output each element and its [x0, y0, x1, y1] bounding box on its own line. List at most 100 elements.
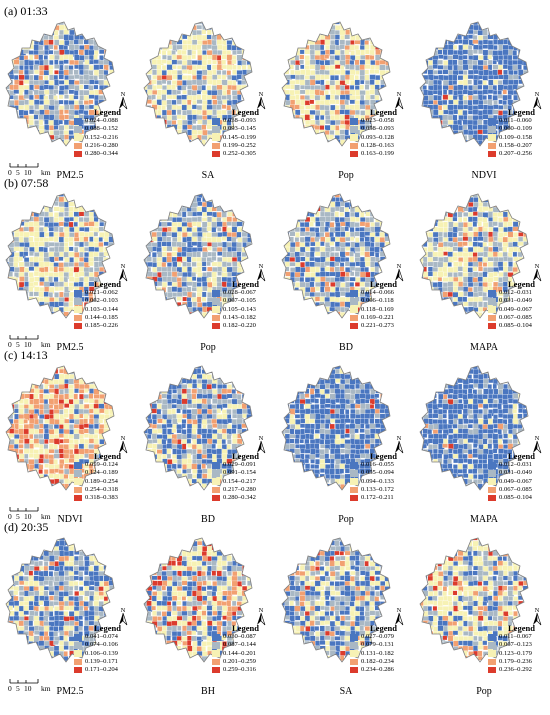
map-cell: [432, 22, 439, 27]
variable-label: Pop: [338, 170, 354, 181]
map-cell: [156, 311, 164, 318]
map-cell: [330, 124, 336, 131]
map-cell: [152, 89, 158, 95]
map-cell: [448, 99, 454, 105]
map-cell: [43, 291, 49, 297]
map-cell: [309, 134, 318, 140]
map-cell: [289, 201, 295, 207]
map-cell: [251, 221, 252, 230]
map-cell: [43, 216, 50, 223]
map-cell: [522, 75, 528, 83]
legend-swatch: [350, 322, 358, 330]
map-cell: [53, 312, 61, 317]
map-cell: [226, 44, 232, 51]
map-cell: [9, 296, 16, 302]
map-cell: [201, 317, 209, 318]
map-cell: [109, 49, 114, 55]
map-cell: [247, 211, 252, 217]
map-cell: [147, 35, 155, 41]
map-cell: [161, 311, 169, 317]
map-cell: [384, 25, 390, 30]
map-cell: [354, 40, 362, 45]
map-cell: [304, 22, 311, 27]
map-cell: [162, 144, 169, 146]
map-cell: [187, 144, 194, 146]
map-cell: [282, 24, 285, 31]
map-cell: [18, 368, 26, 376]
map-cell: [319, 44, 325, 51]
map-cell: [18, 366, 26, 371]
map-cell: [422, 144, 430, 146]
map-cell: [290, 134, 297, 140]
map-cell: [206, 226, 212, 232]
map-cell: [354, 231, 361, 237]
map-cell: [284, 124, 292, 130]
map-cell: [349, 194, 354, 198]
map-cell: [442, 301, 449, 307]
map-cell: [196, 296, 202, 303]
legend-swatch: [488, 150, 496, 158]
map-cell: [427, 316, 434, 318]
map-cell: [420, 306, 424, 314]
map-cell: [103, 39, 109, 45]
map-cell: [314, 251, 321, 257]
map-cell: [334, 75, 340, 81]
map-cell: [8, 206, 16, 214]
map-cell: [53, 276, 59, 283]
map-cell: [350, 236, 355, 242]
map-cell: [432, 256, 439, 262]
map-panel: N Legend 0.011–0.060 0.060–0.109 0.109–0.158…: [416, 14, 550, 184]
map-cell: [360, 212, 365, 219]
map-cell: [487, 267, 494, 273]
map-cell: [437, 95, 442, 101]
map-cell: [282, 194, 285, 197]
map-cell: [211, 194, 219, 198]
legend-label: 0.023–0.058: [361, 117, 394, 125]
map-cell: [251, 247, 252, 255]
map-cell: [172, 64, 177, 70]
map-cell: [167, 281, 173, 286]
map-cell: [517, 30, 525, 35]
map-cell: [422, 194, 428, 198]
map-cell: [6, 120, 9, 128]
map-cell: [109, 201, 114, 208]
map-cell: [23, 311, 30, 317]
map-cell: [360, 79, 365, 85]
map-cell: [477, 129, 483, 135]
map-cell: [18, 296, 24, 303]
map-cell: [497, 242, 503, 248]
map-cell: [186, 316, 194, 318]
map-cell: [68, 69, 74, 75]
map-cell: [282, 34, 287, 42]
map-cell: [527, 29, 528, 37]
map-cell: [472, 282, 479, 287]
map-cell: [151, 212, 158, 219]
map-cell: [384, 222, 390, 228]
map-cell: [6, 366, 10, 372]
city-boundary: [419, 193, 529, 319]
map-cell: [79, 25, 84, 31]
map-cell: [385, 34, 390, 40]
map-cell: [325, 194, 332, 198]
map-cell: [295, 266, 301, 273]
map-cell: [282, 135, 286, 141]
map-cell: [295, 206, 302, 213]
map-cell: [420, 194, 425, 197]
map-cell: [166, 196, 172, 203]
map-cell: [443, 135, 449, 142]
map-cell: [315, 316, 321, 318]
map-cell: [422, 22, 427, 25]
map-cell: [6, 30, 10, 37]
map-cell: [166, 64, 174, 71]
map-cell: [246, 74, 252, 82]
map-cell: [152, 194, 159, 199]
map-cell: [527, 69, 528, 76]
map-cell: [252, 192, 257, 199]
map-cell: [6, 207, 12, 214]
map-cell: [18, 206, 27, 212]
map-cell: [144, 194, 147, 197]
map-cell: [423, 216, 429, 222]
map-cell: [284, 120, 291, 127]
map-cell: [389, 54, 390, 60]
map-cell: [206, 261, 211, 267]
